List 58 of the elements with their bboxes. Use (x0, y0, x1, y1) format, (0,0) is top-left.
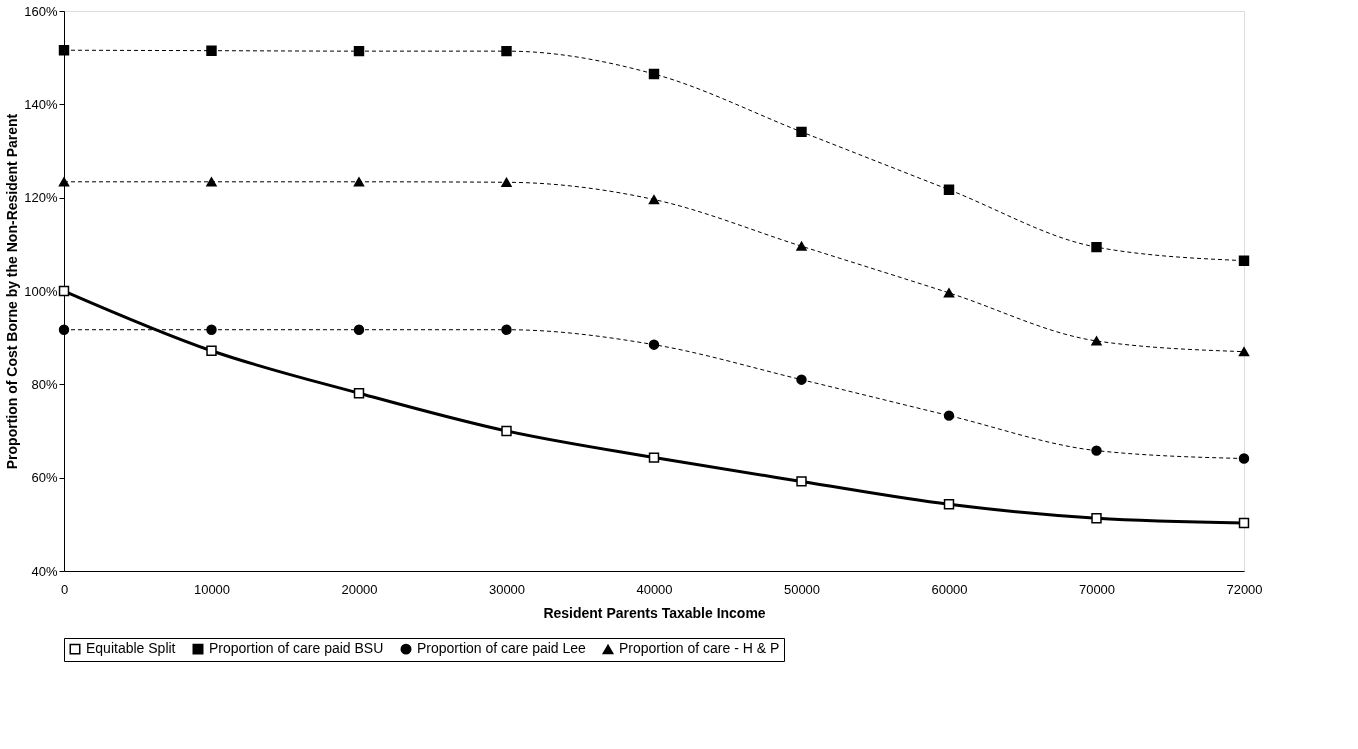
point (648, 68, 660, 80)
y-tick-label: 120% (24, 190, 58, 206)
point (648, 194, 660, 205)
y-tick-label: 140% (24, 96, 58, 112)
x-tick-label: 10000 (193, 581, 231, 597)
point (943, 184, 955, 195)
legend-label: Proportion of care - H & P (619, 640, 780, 657)
point (1091, 445, 1102, 456)
point (206, 177, 217, 187)
point (206, 45, 217, 56)
point (1238, 517, 1250, 529)
x-tick-label: 50000 (783, 581, 821, 597)
point (501, 425, 512, 437)
y-tick-label: 160% (24, 3, 58, 19)
point (796, 476, 807, 487)
legend-label: Proportion of care paid Lee (417, 640, 587, 657)
point (796, 126, 807, 138)
x-tick-label: 20000 (341, 581, 378, 597)
x-tick-label: 40000 (636, 581, 673, 597)
y-tick-label: 100% (24, 283, 58, 299)
point (501, 177, 512, 187)
x-tick-label: 30000 (488, 581, 526, 597)
x-tick-label: 60000 (931, 581, 968, 597)
point (58, 285, 70, 297)
legend-label: Proportion of care paid BSU (209, 640, 384, 657)
point (353, 45, 365, 57)
x-tick-label: 72000 (1226, 581, 1263, 597)
point (1091, 336, 1102, 346)
point (353, 324, 365, 335)
point (1238, 255, 1250, 266)
point (501, 324, 512, 335)
y-axis-title: Proportion of Cost Borne by the Non-Resident Parent (4, 113, 21, 470)
point (501, 45, 512, 57)
point (1091, 513, 1102, 524)
point (58, 177, 70, 187)
point (206, 324, 217, 335)
point (353, 387, 365, 399)
point (353, 177, 365, 187)
point (206, 345, 217, 356)
legend-label: Equitable Split (86, 640, 176, 657)
point (648, 452, 660, 463)
point (58, 44, 70, 56)
point (58, 324, 70, 335)
x-tick-label: 70000 (1078, 581, 1116, 597)
point (796, 241, 807, 251)
y-tick-label: 60% (31, 470, 58, 486)
point (796, 374, 807, 385)
y-tick-label: 40% (31, 563, 58, 579)
point (1238, 453, 1250, 464)
y-tick-label: 80% (31, 376, 58, 392)
point (943, 288, 955, 298)
x-tick-label: 0 (60, 581, 69, 597)
point (648, 339, 660, 350)
point (1091, 241, 1102, 253)
point (943, 499, 955, 510)
x-axis-title: Resident Parents Taxable Income (543, 604, 766, 621)
point (943, 410, 955, 421)
point (1238, 347, 1250, 357)
